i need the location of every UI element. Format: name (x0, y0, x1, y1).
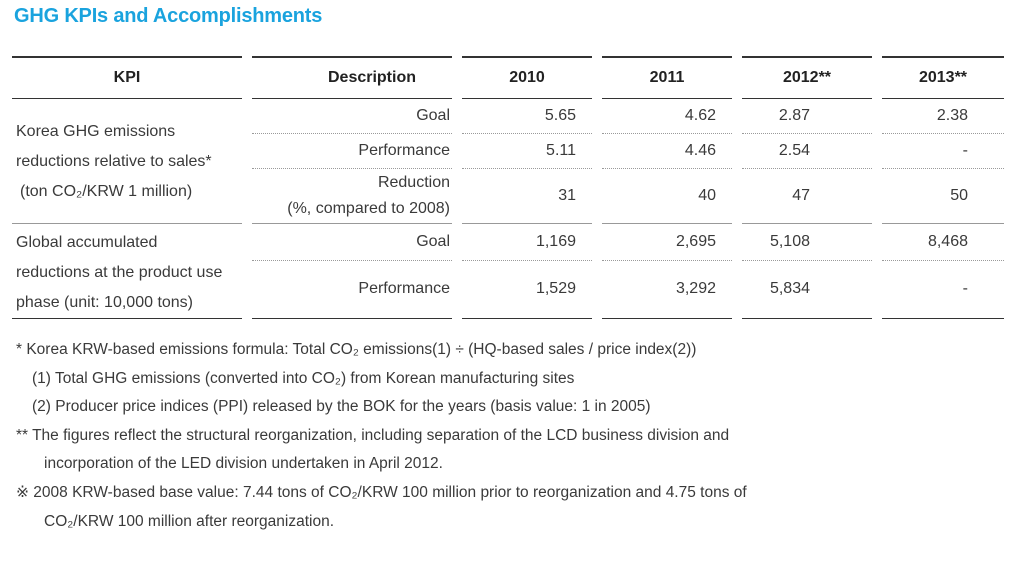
footnote-2: (2) Producer price indices (PPI) release… (32, 398, 651, 416)
header-kpi: KPI (12, 56, 242, 99)
table-cell: - (882, 261, 1004, 319)
table-cell: 5.11 (462, 134, 592, 169)
row-desc: Performance (252, 134, 452, 169)
footnote-1: (1) Total GHG emissions (converted into … (32, 369, 575, 387)
table-cell: 5,834 (742, 261, 872, 319)
table-cell: 1,169 (462, 224, 592, 261)
footnote-base-value-cont: CO₂/KRW 100 million after reorganization… (44, 512, 335, 530)
footnote-reorganization: ** The figures reflect the structural re… (16, 426, 730, 444)
kpi-korea-ghg: Korea GHG emissions reductions relative … (12, 99, 242, 224)
table-cell: 4.46 (602, 134, 732, 169)
table-cell: 50 (882, 169, 1004, 224)
table-cell: 8,468 (882, 224, 1004, 261)
table-cell: 47 (742, 169, 872, 224)
header-2011: 2011 (602, 56, 732, 99)
kpi-table: KPI Description 2010 2011 2012** 2013** … (12, 56, 1004, 319)
footnote-base-value: ※ 2008 KRW-based base value: 7.44 tons o… (16, 483, 747, 501)
table-cell: 1,529 (462, 261, 592, 319)
table-cell: 5,108 (742, 224, 872, 261)
table-cell: 2.87 (742, 99, 872, 134)
table-cell: 40 (602, 169, 732, 224)
kpi-global-reductions: Global accumulated reductions at the pro… (12, 224, 242, 319)
header-2012: 2012** (742, 56, 872, 99)
table-cell: - (882, 134, 1004, 169)
table-cell: 2.54 (742, 134, 872, 169)
table-cell: 3,292 (602, 261, 732, 319)
table-cell: 2,695 (602, 224, 732, 261)
table-cell: 5.65 (462, 99, 592, 134)
footnotes: * Korea KRW-based emissions formula: Tot… (16, 336, 747, 536)
table-cell: 2.38 (882, 99, 1004, 134)
table-cell: 4.62 (602, 99, 732, 134)
row-desc: Performance (252, 261, 452, 319)
footnote-reorganization-cont: incorporation of the LED division undert… (44, 455, 443, 473)
header-description: Description (252, 56, 452, 99)
header-2013: 2013** (882, 56, 1004, 99)
footnote-formula: * Korea KRW-based emissions formula: Tot… (16, 341, 697, 358)
page-title: GHG KPIs and Accomplishments (14, 5, 323, 27)
table-cell: 31 (462, 169, 592, 224)
row-desc: Goal (252, 224, 452, 261)
row-desc: Goal (252, 99, 452, 134)
row-desc: Reduction (%, compared to 2008) (252, 169, 452, 224)
header-2010: 2010 (462, 56, 592, 99)
